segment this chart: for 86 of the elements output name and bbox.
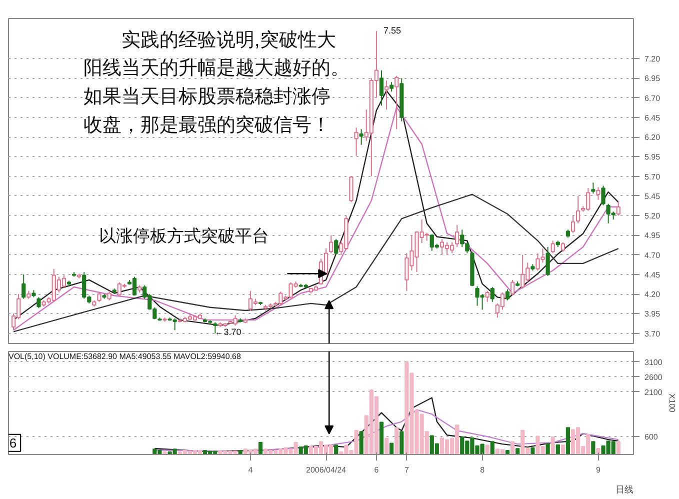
candlestick <box>485 290 490 302</box>
bar <box>510 441 515 454</box>
y-tick-label: 4.20 <box>644 290 661 300</box>
y-tick-label: 3.95 <box>644 310 661 319</box>
bar <box>505 450 510 454</box>
bar <box>384 438 389 454</box>
bar <box>258 442 263 454</box>
bar <box>560 444 565 454</box>
x-tick-label: 6 <box>374 466 380 474</box>
candlestick <box>349 176 354 203</box>
y-tick-label: 5.45 <box>644 192 661 201</box>
line-series <box>154 409 619 452</box>
candlestick <box>601 185 606 206</box>
y-tick-label: 4.45 <box>644 270 661 280</box>
y-tick-label: 600 <box>644 432 658 442</box>
bar <box>359 431 364 454</box>
x-tick-label: 8 <box>480 466 486 474</box>
candlestick <box>455 224 460 248</box>
candlestick <box>576 195 580 224</box>
bar <box>550 436 555 454</box>
candlestick <box>329 234 334 254</box>
y-tick-label: 3.70 <box>644 329 661 338</box>
bar <box>546 443 550 454</box>
candlestick <box>213 322 218 334</box>
y-axis-title: X100 <box>667 394 676 413</box>
bar <box>390 442 394 454</box>
x-tick-label: 4 <box>248 466 254 474</box>
candlestick <box>354 127 358 156</box>
bar <box>566 427 570 454</box>
annotation: VOL(5,10) VOLUME:53682.90 MA5:49053.55 MAVOL2:59940.68 <box>8 352 242 362</box>
annotation: 6 <box>9 435 17 450</box>
candlestick <box>107 290 112 301</box>
candlestick <box>394 75 399 130</box>
y-tick-label: 6.95 <box>644 74 661 84</box>
bar <box>516 448 520 454</box>
bar <box>530 447 535 454</box>
bar <box>379 422 384 454</box>
bar <box>485 444 490 454</box>
y-tick-label: 5.20 <box>644 212 661 221</box>
y-tick-label: 5.70 <box>644 172 661 182</box>
bar <box>616 441 620 454</box>
bar <box>490 441 494 454</box>
x-tick-label: 9 <box>596 466 601 474</box>
y-tick-label: 7.20 <box>644 54 661 64</box>
candlestick <box>560 242 565 252</box>
candlestick <box>390 82 394 92</box>
x-tick-label: 2006/04/24 <box>306 466 347 474</box>
candlestick <box>334 238 338 256</box>
x-tick-label: 7 <box>404 466 410 474</box>
candlestick <box>546 246 550 276</box>
candlestick <box>379 70 384 106</box>
bar <box>596 448 600 454</box>
candlestick <box>384 80 389 110</box>
candlestick <box>550 240 555 254</box>
bar <box>556 444 560 454</box>
candlestick <box>510 279 515 296</box>
y-tick-label: 6.45 <box>644 113 661 122</box>
y-tick-label: 6.70 <box>644 94 661 103</box>
y-tick-label: 4.95 <box>644 231 661 240</box>
bar <box>394 427 399 454</box>
candlestick <box>570 215 576 234</box>
y-tick-label: 2600 <box>644 372 663 382</box>
y-tick-label: 5.95 <box>644 152 661 162</box>
bar <box>334 444 338 454</box>
line-series <box>154 397 619 452</box>
y-tick-label: 2100 <box>644 388 663 397</box>
y-tick-label: 4.70 <box>644 250 661 260</box>
y-tick-label: 6.20 <box>644 133 661 142</box>
annotation: 以涨停板方式突破平台 <box>99 226 270 246</box>
candlestick <box>490 286 494 302</box>
annotation: ←3.70 <box>214 327 242 338</box>
text: 日线 <box>616 484 634 494</box>
candlestick <box>591 182 596 194</box>
bar <box>162 451 167 454</box>
bar <box>400 431 404 454</box>
candlestick <box>359 128 364 146</box>
candlestick <box>36 296 41 309</box>
candlestick <box>505 288 510 301</box>
annotation: 7.55 <box>384 26 402 36</box>
y-tick-label: 3100 <box>644 358 663 367</box>
annotation: 实践的经验说明,突破性大阳线当天的升幅是越大越好的。如果当天目标股票稳稳封涨停收盘，那是最强的突破信号！ <box>84 28 350 136</box>
candlestick <box>596 186 600 200</box>
candlestick <box>616 200 620 216</box>
bar <box>591 441 596 454</box>
candlestick <box>97 292 102 302</box>
candlestick <box>22 274 26 300</box>
